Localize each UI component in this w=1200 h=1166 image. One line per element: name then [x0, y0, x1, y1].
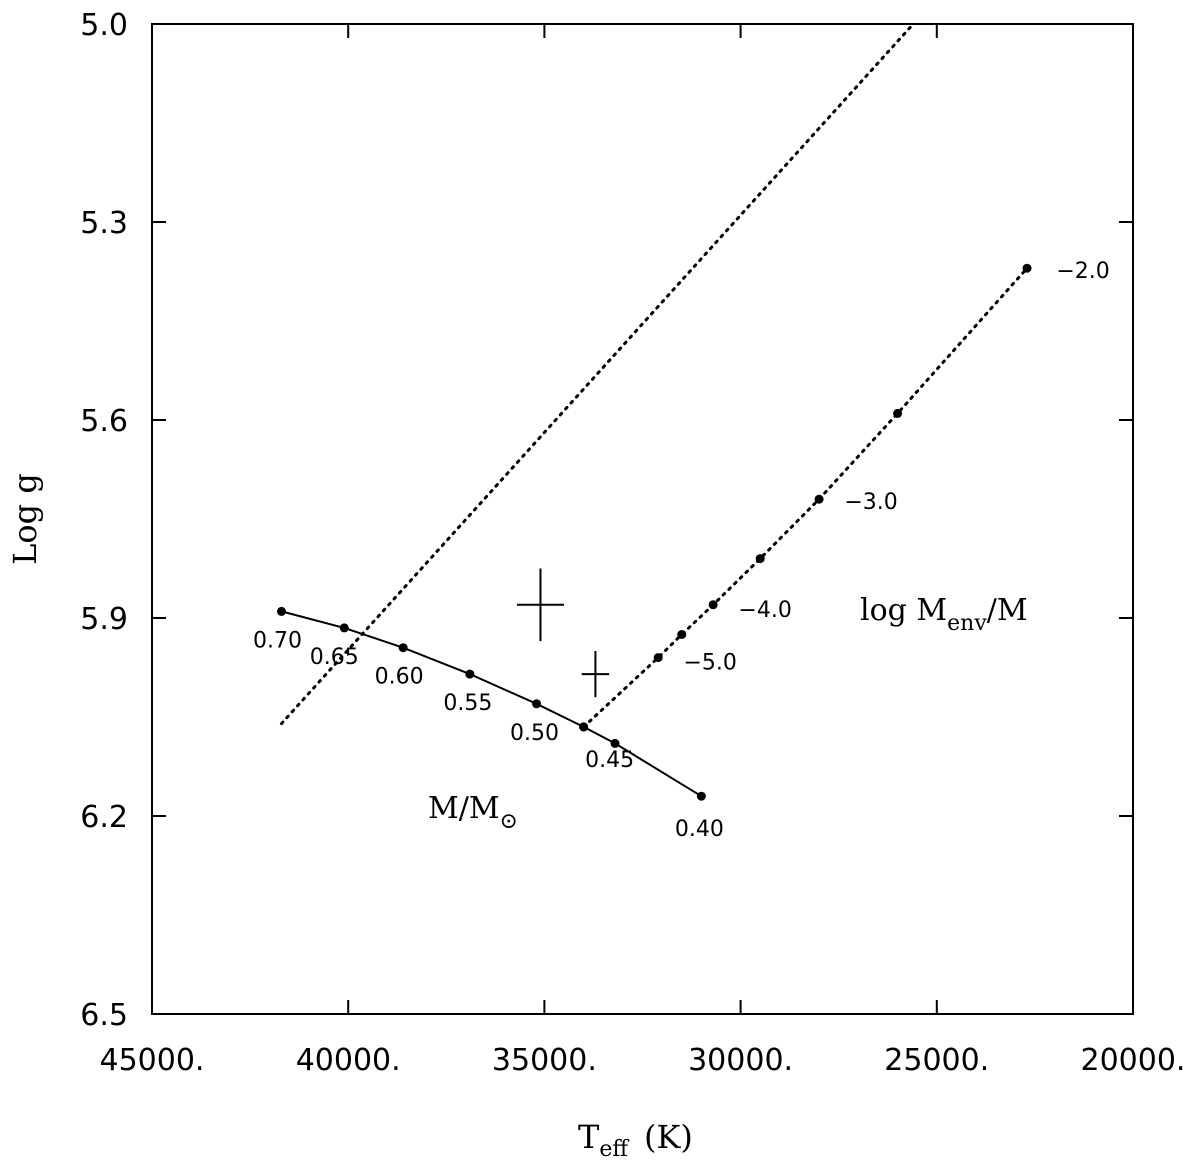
series-line-3	[279, 22, 915, 726]
error-bars	[516, 568, 610, 698]
x-axis-title-unit: (K)	[644, 1118, 693, 1156]
data-point	[708, 600, 718, 610]
point-label: 0.50	[510, 721, 559, 746]
data-point	[755, 554, 765, 564]
data-point	[696, 791, 706, 801]
data-point	[677, 630, 687, 639]
x-tick-label: 20000.	[1081, 1043, 1186, 1078]
y-tick-label: 6.2	[80, 800, 128, 835]
envelope-annotation-subscript: env	[947, 611, 987, 636]
data-point	[610, 738, 620, 748]
point-label: −4.0	[738, 598, 791, 623]
mass-annotation-text: M/M	[428, 791, 500, 826]
data-point	[398, 643, 408, 653]
point-label: 0.60	[375, 665, 424, 690]
y-tick-label: 5.6	[80, 404, 128, 439]
x-axis-title-subscript: eff	[599, 1137, 629, 1162]
envelope-annotation-suffix: /M	[987, 593, 1028, 628]
y-tick-label: 5.9	[80, 602, 128, 637]
y-tick-label: 5.3	[80, 206, 128, 241]
x-axis-title: Teff (K)	[578, 1118, 693, 1162]
envelope-annotation: log Menv/M	[860, 593, 1028, 636]
point-label: 0.55	[443, 691, 492, 716]
data-point	[893, 408, 903, 418]
point-label: 0.70	[253, 628, 302, 653]
envelope-annotation-prefix: log M	[860, 593, 947, 628]
data-point	[465, 669, 475, 679]
y-tick-label: 5.0	[80, 8, 128, 43]
data-point	[339, 623, 349, 633]
x-tick-label: 25000.	[884, 1043, 989, 1078]
point-label: 0.65	[310, 645, 359, 670]
data-point	[276, 606, 286, 616]
x-tick-label: 40000.	[296, 1043, 401, 1078]
point-label: 0.45	[585, 748, 634, 773]
mass-annotation: M/M⊙	[428, 791, 518, 834]
point-label: 0.40	[675, 817, 724, 842]
x-tick-label: 45000.	[100, 1043, 205, 1078]
axis-ticks: 45000. 40000. 35000. 30000. 25000. 20000. 5.0 5…	[80, 8, 1185, 1078]
point-label: −3.0	[844, 490, 897, 515]
point-labels: 0.70 0.65 0.60 0.55 0.50 0.45 0.40 −5.0 −4.0 −3.0…	[253, 259, 1110, 842]
point-label: −5.0	[683, 651, 736, 676]
data-point	[653, 653, 663, 663]
y-axis-title: Log g	[6, 473, 44, 565]
data-point	[532, 699, 542, 709]
series-line-2	[582, 266, 1029, 729]
x-axis-title-main: T	[578, 1118, 600, 1156]
data-series	[276, 22, 1032, 801]
point-label: −2.0	[1056, 259, 1109, 284]
data-point	[1022, 263, 1032, 273]
plot-frame	[151, 23, 1134, 1015]
y-tick-label: 6.5	[80, 998, 128, 1033]
series-line-1	[281, 610, 702, 798]
x-tick-label: 30000.	[688, 1043, 793, 1078]
data-point	[814, 494, 824, 504]
x-tick-label: 35000.	[492, 1043, 597, 1078]
data-point	[579, 722, 589, 732]
sun-symbol: ⊙	[500, 809, 518, 834]
